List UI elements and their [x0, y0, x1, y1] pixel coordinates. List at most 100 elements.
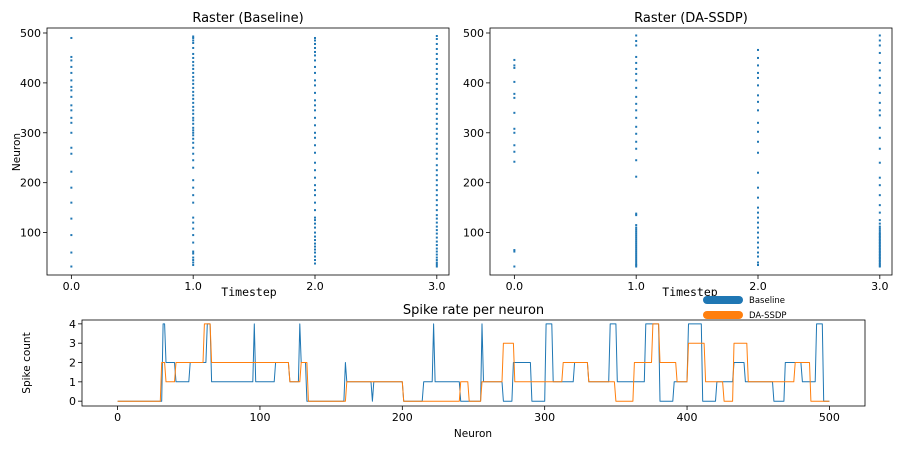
- raster-spike-point: [70, 131, 73, 134]
- raster-spike-point: [878, 258, 881, 261]
- raster-spike-point: [635, 140, 638, 143]
- raster-spike-point: [192, 97, 195, 100]
- raster-spike-point: [635, 175, 638, 178]
- raster-spike-point: [192, 216, 195, 219]
- raster-spike-point: [757, 151, 759, 154]
- raster-spike-point: [878, 243, 881, 246]
- raster-spike-point: [70, 36, 73, 39]
- raster-spike-point: [878, 61, 881, 64]
- raster-spike-point: [635, 55, 638, 58]
- raster-spike-point: [878, 236, 881, 239]
- raster-spike-point: [192, 35, 195, 38]
- raster-spike-point: [70, 104, 73, 107]
- raster-spike-point: [635, 252, 638, 255]
- raster-spike-point: [192, 131, 195, 134]
- raster-spike-point: [192, 186, 195, 189]
- raster-spike-point: [314, 231, 316, 234]
- raster-spike-point: [635, 102, 638, 105]
- raster-spike-point: [878, 246, 881, 249]
- raster-spike-point: [878, 254, 881, 257]
- raster-spike-point: [878, 39, 881, 42]
- raster-spike-point: [435, 67, 438, 70]
- x-tick-label: 200: [392, 411, 413, 424]
- raster-spike-point: [314, 144, 316, 147]
- raster-spike-point: [878, 245, 881, 248]
- raster-spike-point: [635, 116, 638, 119]
- raster-spike-point: [435, 236, 438, 239]
- raster-spike-point: [757, 211, 759, 214]
- raster-spike-point: [192, 179, 195, 182]
- raster-spike-point: [314, 131, 316, 134]
- raster-spike-point: [878, 249, 881, 252]
- raster-spike-point: [192, 221, 195, 224]
- raster-spike-point: [513, 92, 516, 95]
- raster-spike-point: [192, 82, 195, 85]
- raster-spike-point: [878, 231, 881, 234]
- raster-spike-point: [878, 51, 881, 54]
- raster-spike-point: [314, 259, 316, 262]
- raster-spike-point: [635, 254, 638, 257]
- raster-spike-point: [192, 46, 195, 49]
- raster-spike-point: [513, 127, 516, 130]
- raster-spike-point: [513, 150, 516, 153]
- raster-spike-point: [757, 246, 759, 249]
- raster-spike-point: [435, 194, 438, 197]
- raster-spike-point: [878, 147, 881, 150]
- x-tick-label: 3.0: [871, 280, 889, 293]
- raster-spike-point: [757, 76, 759, 79]
- raster-spike-point: [878, 84, 881, 87]
- raster-spike-point: [435, 147, 438, 150]
- raster-spike-point: [435, 189, 438, 192]
- raster-spike-point: [878, 264, 881, 267]
- raster-spike-point: [70, 170, 73, 173]
- chart-title: Raster (Baseline): [192, 11, 303, 26]
- raster-spike-point: [435, 204, 438, 207]
- raster-spike-point: [513, 250, 516, 253]
- raster-spike-point: [757, 236, 759, 239]
- raster-spike-point: [192, 141, 195, 144]
- raster-spike-point: [192, 75, 195, 78]
- raster-spike-point: [314, 184, 316, 187]
- raster-spike-point: [192, 166, 195, 169]
- raster-spike-point: [878, 101, 881, 104]
- raster-spike-point: [435, 259, 438, 262]
- raster-baseline-panel: Raster (Baseline) 0.0 1.0 2.0 3.0 100 200 300 40…: [11, 11, 450, 299]
- raster-spike-point: [757, 171, 759, 174]
- y-tick-label: 100: [20, 227, 41, 240]
- x-tick-label: 0: [114, 411, 121, 424]
- raster-spike-point: [435, 112, 438, 115]
- raster-spike-point: [513, 249, 516, 252]
- raster-spike-point: [435, 122, 438, 125]
- raster-spike-point: [314, 42, 316, 45]
- raster-spike-point: [635, 256, 638, 259]
- raster-spike-point: [435, 179, 438, 182]
- x-tick-label: 400: [677, 411, 698, 424]
- raster-spike-point: [635, 39, 638, 42]
- raster-spike-point: [878, 222, 881, 225]
- raster-spike-point: [757, 100, 759, 103]
- raster-spike-point: [635, 262, 638, 265]
- raster-spike-point: [635, 212, 638, 215]
- raster-spike-point: [757, 216, 759, 219]
- x-tick-label: 1.0: [184, 280, 202, 293]
- raster-spike-point: [878, 219, 881, 222]
- raster-spike-point: [635, 236, 638, 239]
- raster-spike-point: [435, 261, 438, 264]
- raster-spike-point: [314, 136, 316, 139]
- raster-spike-point: [435, 209, 438, 212]
- raster-spike-point: [70, 251, 73, 254]
- raster-spike-point: [192, 116, 195, 119]
- raster-spike-point: [70, 152, 73, 155]
- raster-spike-point: [314, 151, 316, 154]
- raster-spike-point: [192, 126, 195, 129]
- raster-spike-point: [192, 241, 195, 244]
- raster-spike-point: [878, 239, 881, 242]
- raster-spike-point: [192, 122, 195, 125]
- raster-spike-point: [70, 71, 73, 74]
- raster-spike-point: [435, 107, 438, 110]
- y-tick-label: 200: [20, 177, 41, 190]
- x-axis-label: Neuron: [454, 428, 492, 440]
- raster-spike-point: [878, 248, 881, 251]
- raster-spike-point: [513, 64, 516, 67]
- raster-spike-point: [878, 252, 881, 255]
